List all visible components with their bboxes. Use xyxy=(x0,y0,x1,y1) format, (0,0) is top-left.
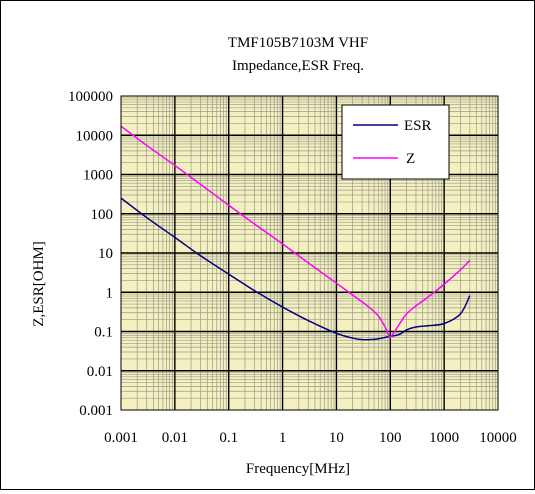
plot-border xyxy=(120,95,499,411)
x-tick-label: 0.01 xyxy=(162,430,188,446)
major-grid xyxy=(121,96,498,410)
x-tick-label: 10000 xyxy=(479,430,517,446)
chart-title: TMF105B7103M VHF xyxy=(228,35,368,51)
y-tick-label: 1 xyxy=(106,285,114,301)
y-tick-label: 100 xyxy=(91,207,114,223)
x-axis-label: Frequency[MHz] xyxy=(246,461,350,477)
x-tick-label: 100 xyxy=(379,430,402,446)
y-tick-label: 10000 xyxy=(76,128,114,144)
x-tick-label: 1 xyxy=(279,430,287,446)
y-axis-ticks: 0.001 0.01 0.1 1 10 100 1000 10000 100000 xyxy=(68,89,113,419)
series-line-z xyxy=(120,125,471,338)
series-line-esr xyxy=(120,197,471,341)
y-tick-label: 100000 xyxy=(68,89,113,105)
legend-label-z: Z xyxy=(406,151,415,167)
y-tick-label: 0.1 xyxy=(94,325,113,341)
y-tick-label: 1000 xyxy=(83,168,113,184)
y-tick-label: 10 xyxy=(98,246,113,262)
chart-subtitle: Impedance,ESR Freq. xyxy=(232,58,364,74)
x-tick-label: 10 xyxy=(329,430,344,446)
legend-label-esr: ESR xyxy=(404,118,432,134)
y-axis-label: Z,ESR[OHM] xyxy=(31,241,47,326)
legend-box xyxy=(341,104,450,180)
legend: ESR Z xyxy=(341,104,450,180)
series-layer xyxy=(120,125,471,341)
y-tick-label: 0.01 xyxy=(87,364,113,380)
x-tick-label: 1000 xyxy=(429,430,459,446)
x-axis-ticks: 0.001 0.01 0.1 1 10 100 1000 10000 xyxy=(104,430,517,446)
x-tick-label: 0.1 xyxy=(219,430,238,446)
y-tick-label: 0.001 xyxy=(79,403,113,419)
x-tick-label: 0.001 xyxy=(104,430,138,446)
